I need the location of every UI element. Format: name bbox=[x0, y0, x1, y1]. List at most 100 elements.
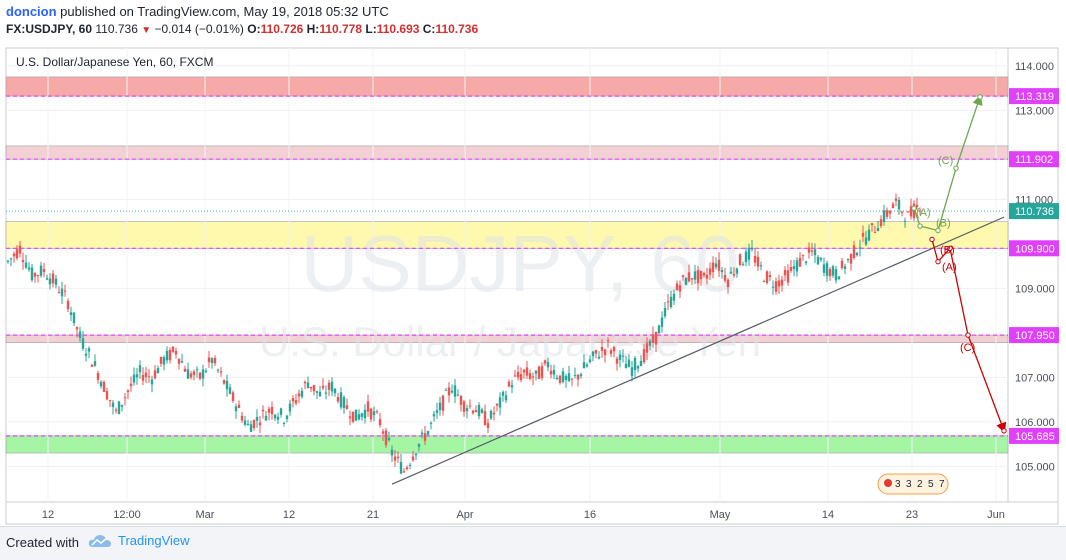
footer-bar: Created with TradingView bbox=[0, 526, 1066, 560]
candle-body bbox=[867, 229, 871, 241]
candle-body bbox=[912, 203, 916, 219]
candle-body bbox=[693, 271, 697, 280]
candle-body bbox=[732, 274, 736, 276]
watermark: USDJPY, 60 U.S. Dollar / Japanese Yen bbox=[259, 219, 761, 365]
candle-body bbox=[774, 281, 778, 292]
time-axis[interactable]: 12 12:00 Mar 12 21 Apr 16 May 14 23 Jun bbox=[42, 509, 1005, 521]
candle-body bbox=[840, 260, 844, 269]
green-wave-label: (C) bbox=[938, 155, 953, 167]
red-wave-point[interactable] bbox=[929, 236, 935, 243]
candle-body bbox=[15, 249, 19, 259]
x-tick-label: 16 bbox=[584, 509, 596, 521]
candle-body bbox=[90, 364, 94, 367]
candle-body bbox=[615, 358, 619, 364]
candle-body bbox=[849, 253, 853, 264]
candle-body bbox=[84, 353, 88, 356]
candle-body bbox=[99, 381, 103, 387]
candle-body bbox=[846, 259, 850, 261]
candle-body bbox=[429, 422, 433, 424]
levels-layer bbox=[6, 95, 1008, 437]
candle-body bbox=[24, 262, 28, 268]
tradingview-brand[interactable]: TradingView bbox=[88, 533, 190, 548]
candle-body bbox=[369, 408, 373, 420]
waves-layer[interactable]: (A) (B) (C) (B) (A) (C) bbox=[911, 94, 1007, 434]
candle-body bbox=[282, 422, 286, 424]
level-price-tag bbox=[1009, 88, 1059, 105]
candle-body bbox=[891, 203, 895, 209]
trendline[interactable] bbox=[391, 216, 1005, 485]
candle-body bbox=[855, 252, 859, 256]
current-price-label: 110.736 bbox=[1015, 206, 1054, 218]
candle-body bbox=[60, 288, 64, 297]
candle-body bbox=[348, 416, 352, 419]
candle-body bbox=[360, 413, 364, 417]
candle-body bbox=[852, 245, 856, 259]
green-wave-point[interactable] bbox=[935, 227, 941, 234]
candle-body bbox=[714, 263, 718, 268]
candle-body bbox=[417, 443, 421, 447]
candle-body bbox=[378, 419, 382, 426]
zone-4 bbox=[5, 435, 1009, 454]
candle-body bbox=[168, 349, 172, 361]
candle-body bbox=[744, 251, 748, 263]
x-tick-label: 14 bbox=[822, 509, 834, 521]
candle-body bbox=[618, 354, 622, 360]
candle-body bbox=[639, 360, 643, 367]
red-wave-point[interactable] bbox=[947, 245, 953, 251]
y-tick-label: 114.000 bbox=[1015, 61, 1054, 73]
price-change: −0.014 (−0.01%) bbox=[154, 22, 244, 36]
candle-body bbox=[702, 273, 706, 276]
candle-body bbox=[453, 385, 457, 397]
candle-body bbox=[822, 264, 826, 273]
candle-body bbox=[477, 404, 481, 417]
red-wave-point[interactable] bbox=[965, 332, 971, 338]
candle-body bbox=[39, 265, 43, 276]
candle-body bbox=[402, 471, 406, 473]
candle-body bbox=[384, 430, 388, 446]
close-value: 110.736 bbox=[435, 22, 479, 36]
candle-body bbox=[213, 357, 217, 364]
candle-body bbox=[621, 355, 625, 357]
level-price-tag bbox=[1009, 327, 1059, 344]
price-axis[interactable]: 114.000113.000111.000109.000107.000106.0… bbox=[1009, 61, 1059, 474]
candle-body bbox=[726, 279, 730, 288]
candle-body bbox=[507, 381, 511, 387]
price-chart[interactable]: USDJPY, 60 U.S. Dollar / Japanese Yen (A… bbox=[0, 46, 1066, 526]
candle-body bbox=[597, 356, 601, 359]
candle-body bbox=[660, 317, 664, 327]
candle-body bbox=[672, 293, 676, 301]
candle-body bbox=[918, 210, 922, 212]
candle-body bbox=[411, 456, 415, 461]
candle-body bbox=[780, 279, 784, 286]
candle-body bbox=[480, 409, 484, 413]
candle-body bbox=[120, 404, 124, 407]
high-value: 110.778 bbox=[319, 22, 363, 36]
candle-body bbox=[681, 275, 685, 277]
author-link[interactable]: doncion bbox=[6, 4, 57, 19]
green-wave-point[interactable] bbox=[953, 165, 959, 171]
candle-body bbox=[789, 266, 793, 271]
candle-body bbox=[45, 278, 49, 280]
candle-body bbox=[768, 275, 772, 277]
candle-body bbox=[516, 371, 520, 378]
level-price-label: 107.950 bbox=[1015, 330, 1055, 342]
candles-layer bbox=[6, 193, 922, 475]
candle-body bbox=[297, 393, 301, 397]
level-price-label: 105.685 bbox=[1015, 431, 1055, 443]
red-wave-point[interactable] bbox=[1001, 428, 1007, 434]
candle-body bbox=[588, 359, 592, 363]
candle-body bbox=[321, 385, 325, 389]
candle-body bbox=[786, 270, 790, 283]
trendline-layer[interactable] bbox=[391, 216, 1005, 485]
candle-body bbox=[609, 350, 613, 354]
candle-body bbox=[21, 260, 25, 262]
candle-body bbox=[420, 432, 424, 435]
red-wave-point[interactable] bbox=[935, 258, 941, 265]
candle-body bbox=[879, 219, 883, 226]
level-price-tag bbox=[1009, 427, 1059, 444]
green-wave-point[interactable] bbox=[977, 94, 983, 100]
candle-body bbox=[192, 371, 196, 376]
candle-body bbox=[663, 308, 667, 317]
green-wave-point[interactable] bbox=[917, 223, 923, 229]
green-wave-point[interactable] bbox=[911, 205, 917, 211]
